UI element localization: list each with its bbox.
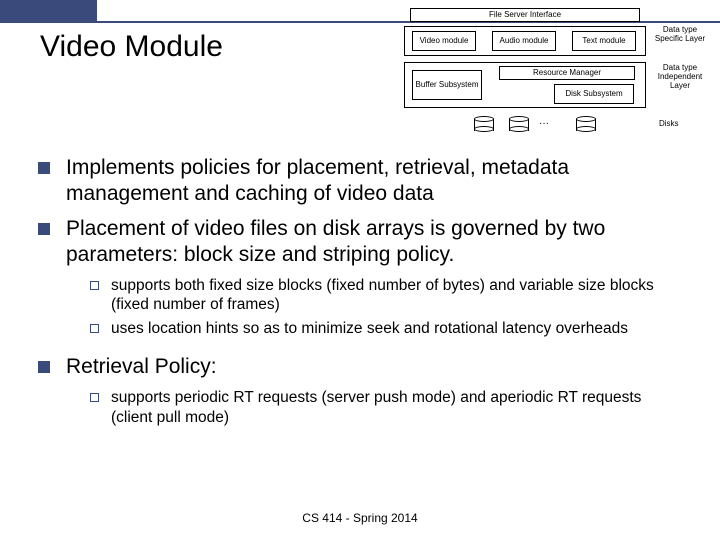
disks-label: Disks (659, 120, 679, 129)
footer-text: CS 414 - Spring 2014 (0, 511, 720, 525)
bullet-text: uses location hints so as to minimize se… (111, 319, 628, 338)
diagram-row1-box2: Audio module (492, 31, 556, 51)
diagram-row2-rb: Disk Subsystem (554, 84, 634, 104)
bullet-text: supports periodic RT requests (server pu… (111, 388, 683, 427)
hollow-square-bullet-icon (90, 281, 99, 290)
diagram-row2-rt: Resource Manager (499, 66, 635, 80)
disk-icon (474, 116, 494, 132)
hollow-square-bullet-icon (90, 393, 99, 402)
content-body: Implements policies for placement, retri… (38, 155, 683, 431)
list-item: Implements policies for placement, retri… (38, 155, 683, 208)
hollow-square-bullet-icon (90, 324, 99, 333)
list-item: uses location hints so as to minimize se… (90, 319, 683, 338)
disk-icon (509, 116, 529, 132)
page-title: Video Module (40, 30, 223, 64)
diagram-row1-box3: Text module (572, 31, 636, 51)
accent-bar (0, 0, 97, 21)
disk-icon (576, 116, 596, 132)
list-item: Placement of video files on disk arrays … (38, 216, 683, 269)
architecture-diagram: File Server Interface Video module Audio… (404, 8, 709, 138)
bullet-text: Retrieval Policy: (66, 354, 217, 380)
diagram-top-bar: File Server Interface (410, 8, 640, 22)
square-bullet-icon (38, 162, 50, 174)
list-item: supports both fixed size blocks (fixed n… (90, 276, 683, 315)
square-bullet-icon (38, 223, 50, 235)
diagram-row1-box1: Video module (412, 31, 476, 51)
square-bullet-icon (38, 361, 50, 373)
list-item: Retrieval Policy: (38, 354, 683, 380)
bullet-text: supports both fixed size blocks (fixed n… (111, 276, 683, 315)
disk-ellipsis: ··· (539, 118, 549, 129)
diagram-right2-label: Data type Independent Layer (652, 64, 708, 90)
bullet-text: Implements policies for placement, retri… (66, 155, 683, 208)
diagram-row2-left: Buffer Subsystem (412, 70, 482, 100)
list-item: supports periodic RT requests (server pu… (90, 388, 683, 427)
bullet-text: Placement of video files on disk arrays … (66, 216, 683, 269)
diagram-right1-label: Data type Specific Layer (652, 26, 708, 44)
